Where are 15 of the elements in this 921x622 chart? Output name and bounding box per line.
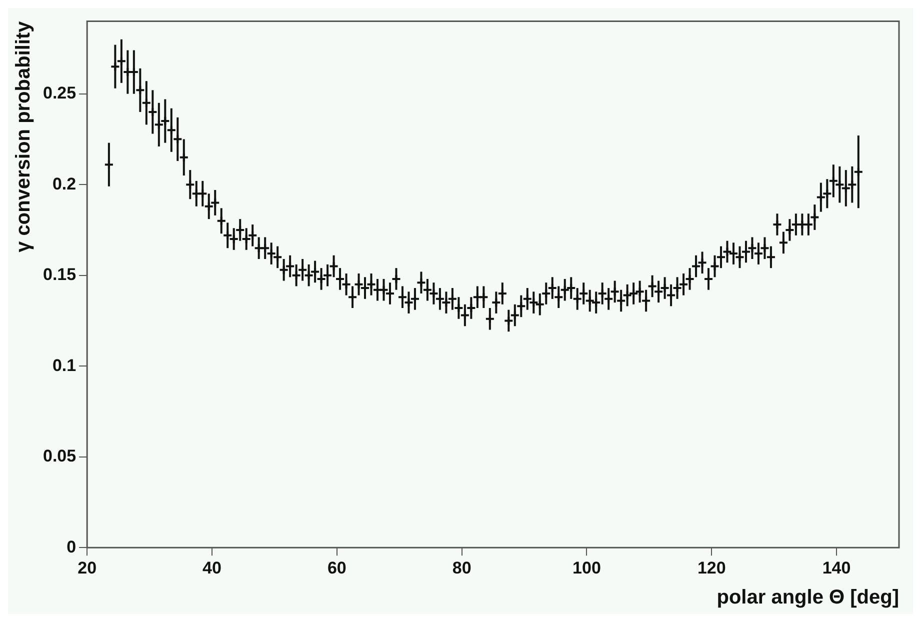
y-tick-label: 0.1 — [52, 356, 76, 375]
y-tick-label: 0.05 — [42, 446, 76, 466]
x-tick-label: 60 — [327, 558, 346, 578]
y-tick-label: 0.25 — [42, 83, 76, 102]
y-tick-label: 0.15 — [42, 265, 76, 284]
x-tick-label: 20 — [78, 558, 97, 578]
x-tick-label: 140 — [822, 558, 851, 578]
x-tick-label: 80 — [452, 558, 472, 578]
x-axis-title: polar angle Θ [deg] — [716, 586, 899, 609]
y-tick-label: 0.2 — [52, 174, 76, 194]
y-tick-label: 0 — [66, 537, 76, 556]
x-tick-label: 40 — [202, 558, 222, 578]
x-tick-label: 100 — [572, 558, 601, 578]
x-tick-label: 120 — [697, 558, 726, 578]
y-axis-title: γ conversion probability — [12, 20, 35, 252]
